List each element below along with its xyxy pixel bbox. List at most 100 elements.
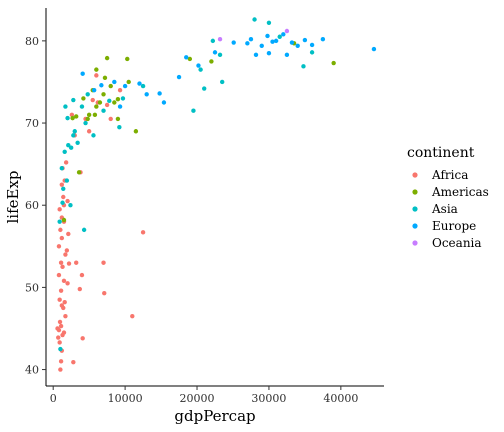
data-point-asia — [79, 104, 85, 109]
data-point-americas — [115, 116, 121, 122]
y-axis-title: lifeExp — [4, 170, 22, 223]
data-point-africa — [77, 286, 83, 292]
data-point-europe — [265, 33, 270, 39]
data-point-americas — [112, 100, 117, 105]
data-point-africa — [55, 326, 60, 331]
data-point-americas — [115, 97, 121, 102]
data-point-africa — [79, 272, 85, 278]
data-point-asia — [68, 145, 74, 150]
data-point-africa — [66, 231, 71, 237]
x-tick-label: 30000 — [251, 392, 286, 405]
data-point-asia — [277, 34, 282, 39]
data-point-africa — [140, 230, 146, 235]
legend-label-africa: Africa — [431, 168, 468, 182]
data-point-africa — [102, 290, 107, 296]
data-point-africa — [56, 244, 62, 249]
data-point-africa — [56, 272, 62, 278]
data-point-europe — [302, 37, 308, 43]
data-point-americas — [70, 115, 75, 121]
data-point-africa — [71, 359, 76, 365]
y-tick-label: 40 — [25, 364, 39, 377]
data-point-africa — [101, 260, 106, 265]
data-point-europe — [295, 43, 300, 48]
data-point-asia — [59, 166, 65, 171]
data-point-europe — [99, 83, 104, 88]
data-point-europe — [371, 46, 377, 52]
data-point-asia — [83, 120, 88, 126]
data-point-africa — [58, 323, 64, 329]
y-tick-label: 60 — [25, 199, 39, 212]
data-point-africa — [63, 313, 68, 319]
data-point-europe — [320, 37, 326, 42]
data-point-africa — [66, 261, 72, 266]
data-point-europe — [284, 52, 290, 58]
data-point-africa — [63, 252, 68, 257]
x-ticks: 0 10000 20000 30000 40000 — [50, 386, 358, 405]
data-point-asia — [81, 227, 87, 233]
data-point-europe — [112, 79, 117, 85]
data-point-europe — [259, 43, 264, 48]
data-point-asia — [117, 124, 122, 130]
data-point-oceania — [217, 37, 223, 42]
data-point-africa — [57, 340, 62, 345]
data-point-asia — [66, 143, 71, 148]
data-point-oceania — [284, 28, 290, 34]
legend-label-europe: Europe — [432, 219, 476, 233]
data-point-europe — [212, 50, 218, 55]
data-point-asia — [85, 92, 90, 97]
data-point-africa — [94, 73, 99, 78]
y-tick-label: 80 — [25, 35, 39, 48]
data-point-europe — [245, 41, 250, 46]
data-point-europe — [91, 87, 97, 93]
data-point-asia — [252, 17, 257, 22]
data-point-asia — [202, 86, 207, 91]
legend-title: continent — [407, 145, 475, 161]
data-point-americas — [331, 60, 336, 66]
data-point-americas — [94, 104, 99, 109]
data-point-europe — [253, 52, 259, 58]
legend-label-americas: Americas — [431, 185, 489, 199]
data-point-europe — [231, 40, 236, 45]
data-point-europe — [248, 37, 254, 42]
data-point-asia — [191, 108, 196, 113]
data-point-asia — [65, 115, 70, 121]
data-point-asia — [120, 96, 126, 101]
data-point-americas — [108, 83, 113, 89]
data-point-africa — [104, 102, 110, 108]
plot-points — [55, 17, 377, 372]
data-point-africa — [58, 260, 64, 265]
data-point-africa — [74, 260, 79, 265]
data-point-americas — [125, 56, 130, 62]
data-point-asia — [71, 133, 76, 138]
data-point-africa — [58, 288, 64, 293]
data-point-europe — [144, 92, 149, 97]
data-point-asia — [219, 79, 225, 85]
legend-label-oceania: Oceania — [432, 236, 482, 250]
data-point-africa — [65, 281, 70, 286]
data-point-europe — [122, 83, 128, 89]
data-point-asia — [91, 133, 96, 138]
x-tick-label: 10000 — [108, 392, 143, 405]
legend-key-africa — [412, 172, 418, 178]
data-point-americas — [94, 67, 99, 72]
data-point-africa — [56, 335, 61, 340]
x-tick-label: 20000 — [180, 392, 215, 405]
data-point-asia — [62, 149, 67, 155]
x-tick-label: 40000 — [323, 392, 358, 405]
data-point-americas — [102, 75, 108, 81]
data-point-europe — [161, 100, 167, 105]
data-point-africa — [58, 359, 64, 364]
data-point-americas — [76, 170, 82, 175]
data-point-europe — [184, 55, 189, 60]
legend-key-europe — [412, 223, 418, 229]
data-point-europe — [137, 81, 142, 86]
data-point-europe — [157, 91, 162, 96]
data-point-africa — [58, 227, 63, 233]
data-point-africa — [59, 303, 65, 308]
data-point-asia — [68, 203, 73, 208]
data-point-africa — [64, 248, 70, 253]
data-point-asia — [107, 98, 112, 104]
data-point-africa — [57, 319, 63, 325]
data-point-asia — [63, 104, 68, 109]
